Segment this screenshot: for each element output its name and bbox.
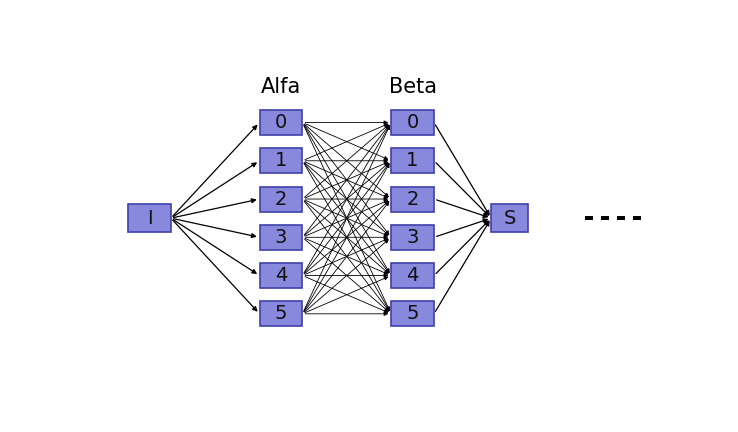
Text: 1: 1: [275, 151, 287, 170]
Text: S: S: [503, 209, 516, 228]
FancyBboxPatch shape: [260, 187, 303, 212]
Text: I: I: [147, 209, 152, 228]
FancyBboxPatch shape: [128, 204, 171, 232]
FancyBboxPatch shape: [391, 110, 434, 135]
Bar: [617, 216, 625, 220]
FancyBboxPatch shape: [391, 187, 434, 212]
FancyBboxPatch shape: [260, 225, 303, 250]
Text: Beta: Beta: [388, 77, 437, 97]
Text: 5: 5: [275, 304, 287, 323]
FancyBboxPatch shape: [260, 302, 303, 326]
Bar: [632, 216, 641, 220]
Text: 5: 5: [407, 304, 418, 323]
FancyBboxPatch shape: [492, 204, 528, 232]
Bar: [584, 216, 593, 220]
FancyBboxPatch shape: [391, 263, 434, 288]
FancyBboxPatch shape: [260, 110, 303, 135]
Bar: [601, 216, 609, 220]
Text: 3: 3: [275, 228, 287, 247]
FancyBboxPatch shape: [391, 225, 434, 250]
Text: 3: 3: [407, 228, 418, 247]
Text: 4: 4: [407, 266, 418, 285]
Text: 2: 2: [407, 190, 418, 209]
Text: 0: 0: [407, 113, 418, 132]
Text: Alfa: Alfa: [261, 77, 301, 97]
Text: 4: 4: [275, 266, 287, 285]
Text: 2: 2: [275, 190, 287, 209]
FancyBboxPatch shape: [391, 302, 434, 326]
FancyBboxPatch shape: [391, 148, 434, 173]
Text: 1: 1: [407, 151, 418, 170]
FancyBboxPatch shape: [260, 148, 303, 173]
Text: 0: 0: [275, 113, 287, 132]
FancyBboxPatch shape: [260, 263, 303, 288]
